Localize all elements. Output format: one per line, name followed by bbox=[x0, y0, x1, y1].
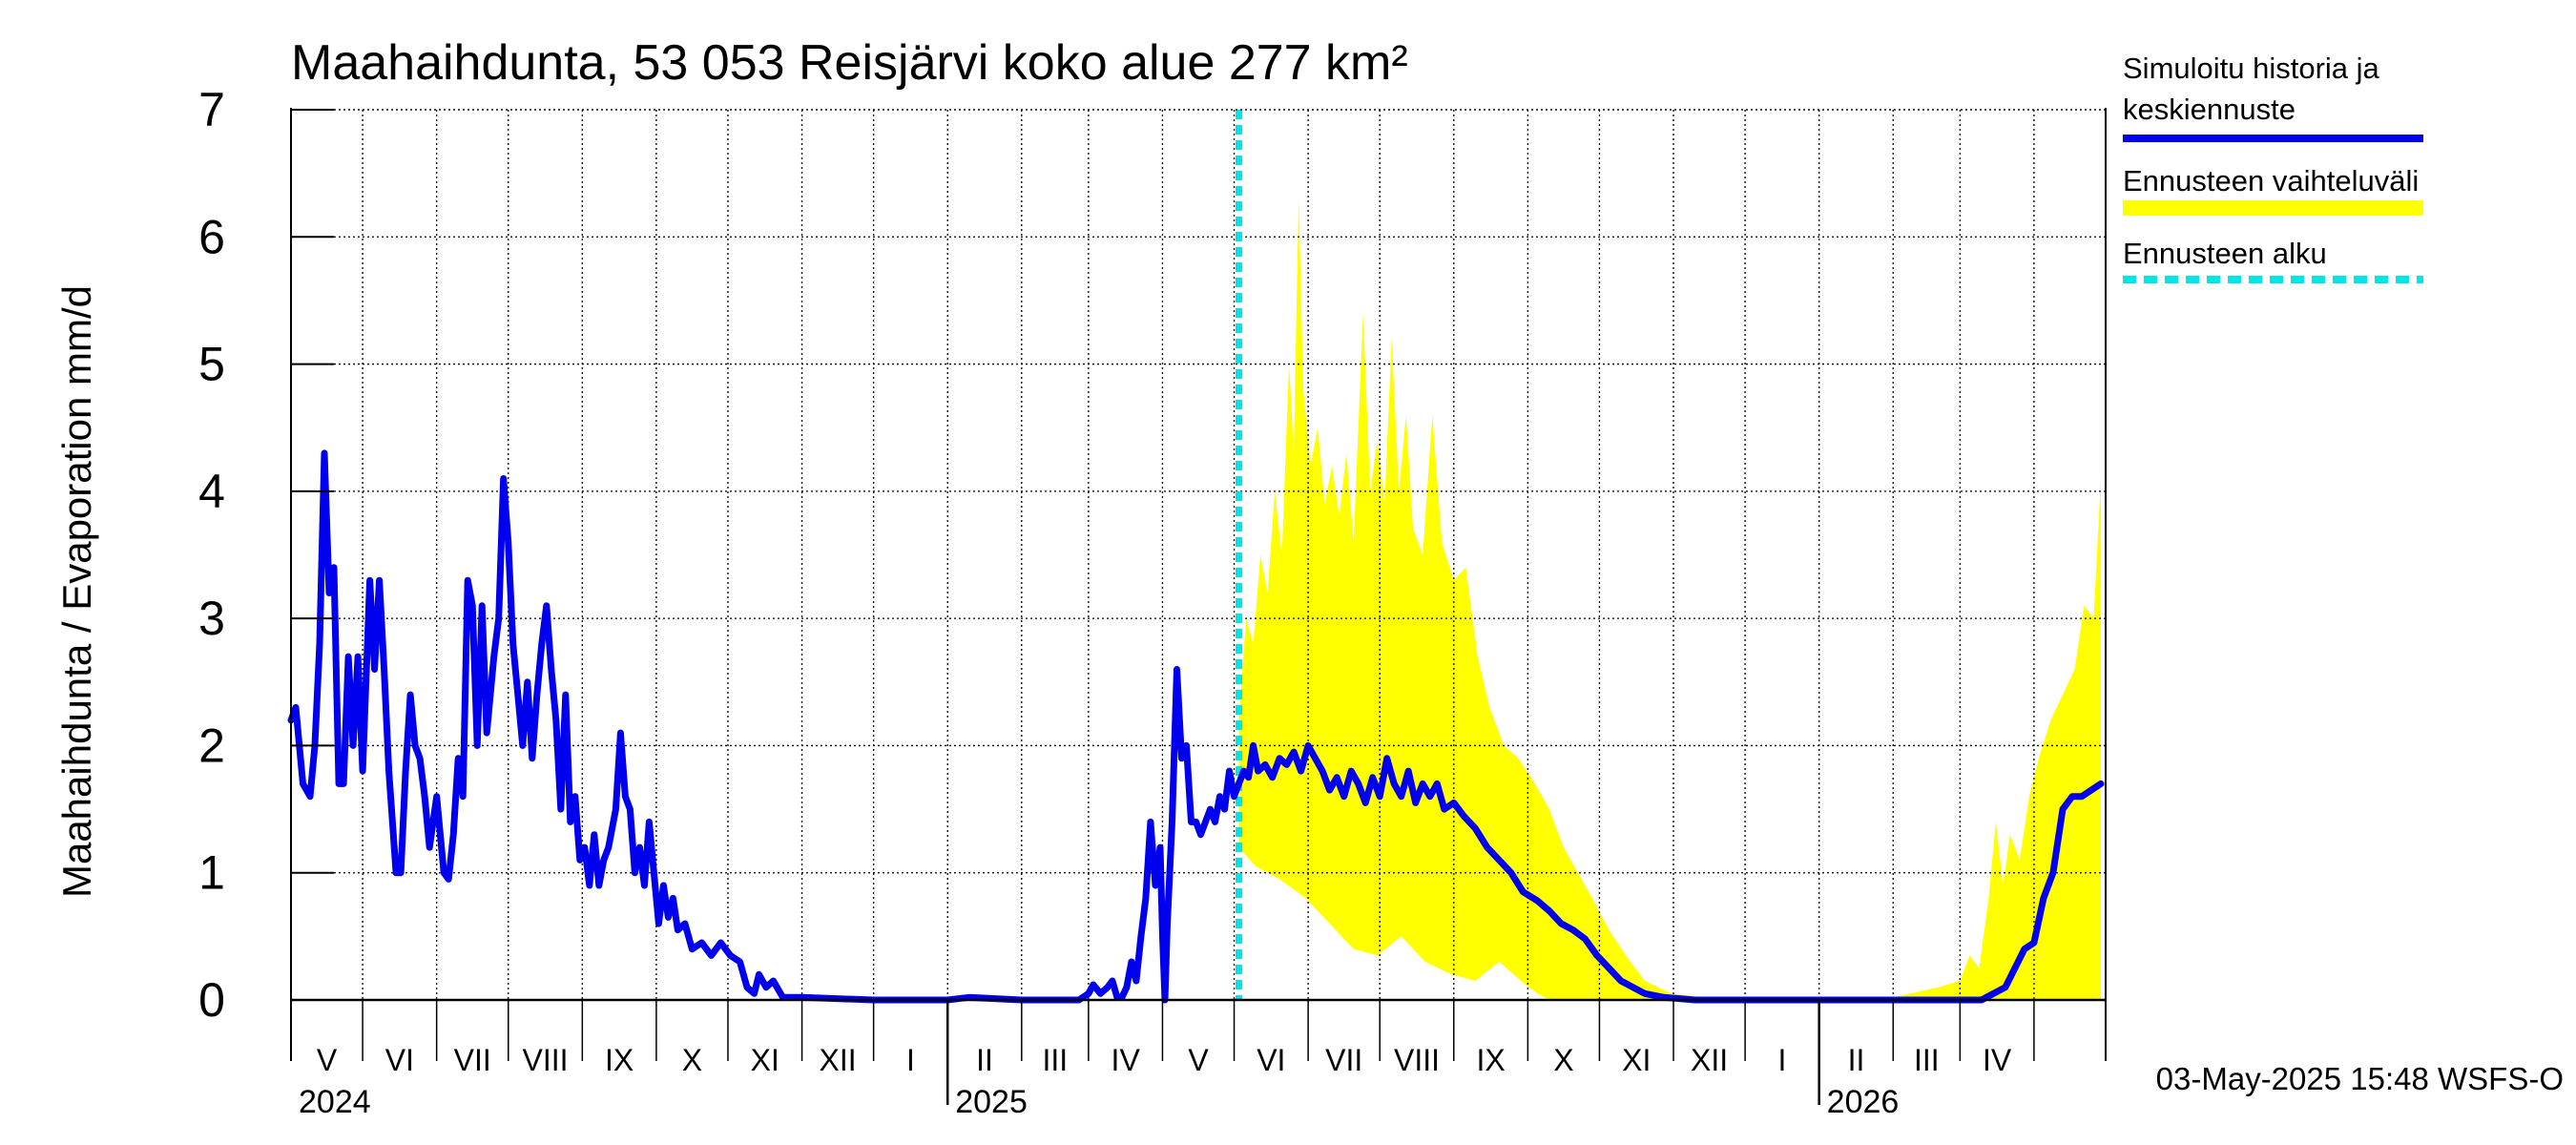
y-tick-label: 1 bbox=[198, 846, 225, 900]
legend-item: Simuloitu historia ja keskiennuste bbox=[2123, 52, 2423, 142]
month-label: XI bbox=[751, 1043, 779, 1077]
month-label: VIII bbox=[523, 1043, 569, 1077]
timestamp: 03-May-2025 15:48 WSFS-O bbox=[2156, 1061, 2564, 1096]
legend-label: Ennusteen alku bbox=[2123, 237, 2327, 270]
month-label: VII bbox=[454, 1043, 491, 1077]
month-label: XI bbox=[1622, 1043, 1651, 1077]
month-label: I bbox=[906, 1043, 915, 1077]
month-label: X bbox=[682, 1043, 702, 1077]
month-label: X bbox=[1553, 1043, 1573, 1077]
y-tick-label: 7 bbox=[198, 83, 225, 136]
year-label: 2026 bbox=[1827, 1084, 1900, 1120]
y-tick-label: 2 bbox=[198, 718, 225, 772]
month-label: XII bbox=[1691, 1043, 1728, 1077]
year-label: 2025 bbox=[955, 1084, 1028, 1120]
year-label: 2024 bbox=[299, 1084, 371, 1120]
month-label: IV bbox=[1983, 1043, 2012, 1077]
month-label: II bbox=[976, 1043, 993, 1077]
month-label: VI bbox=[385, 1043, 414, 1077]
legend-label: Simuloitu historia ja bbox=[2123, 52, 2380, 85]
month-label: IX bbox=[605, 1043, 634, 1077]
legend-item: Ennusteen alku bbox=[2123, 237, 2423, 283]
y-axis-label: Maahaihdunta / Evaporation mm/d bbox=[54, 285, 99, 898]
legend-label: keskiennuste bbox=[2123, 93, 2296, 126]
month-label: V bbox=[317, 1043, 338, 1077]
y-tick-label: 6 bbox=[198, 210, 225, 263]
month-label: VII bbox=[1325, 1043, 1362, 1077]
month-label: III bbox=[1914, 1043, 1940, 1077]
legend-label: Ennusteen vaihteluväli bbox=[2123, 164, 2419, 198]
y-tick-label: 3 bbox=[198, 592, 225, 645]
y-tick-label: 4 bbox=[198, 465, 225, 518]
month-label: II bbox=[1848, 1043, 1865, 1077]
month-label: XII bbox=[820, 1043, 857, 1077]
y-tick-label: 0 bbox=[198, 973, 225, 1027]
month-label: VIII bbox=[1394, 1043, 1440, 1077]
month-label: I bbox=[1777, 1043, 1786, 1077]
month-label: IX bbox=[1476, 1043, 1505, 1077]
month-label: III bbox=[1043, 1043, 1069, 1077]
month-label: IV bbox=[1111, 1043, 1141, 1077]
legend: Simuloitu historia ja keskiennuste Ennuste… bbox=[2123, 52, 2423, 283]
month-label: VI bbox=[1257, 1043, 1285, 1077]
chart-title: Maahaihdunta, 53 053 Reisjärvi koko alue… bbox=[291, 35, 1408, 91]
y-tick-label: 5 bbox=[198, 338, 225, 391]
month-label: V bbox=[1188, 1043, 1209, 1077]
legend-item: Ennusteen vaihteluväli bbox=[2123, 164, 2423, 216]
